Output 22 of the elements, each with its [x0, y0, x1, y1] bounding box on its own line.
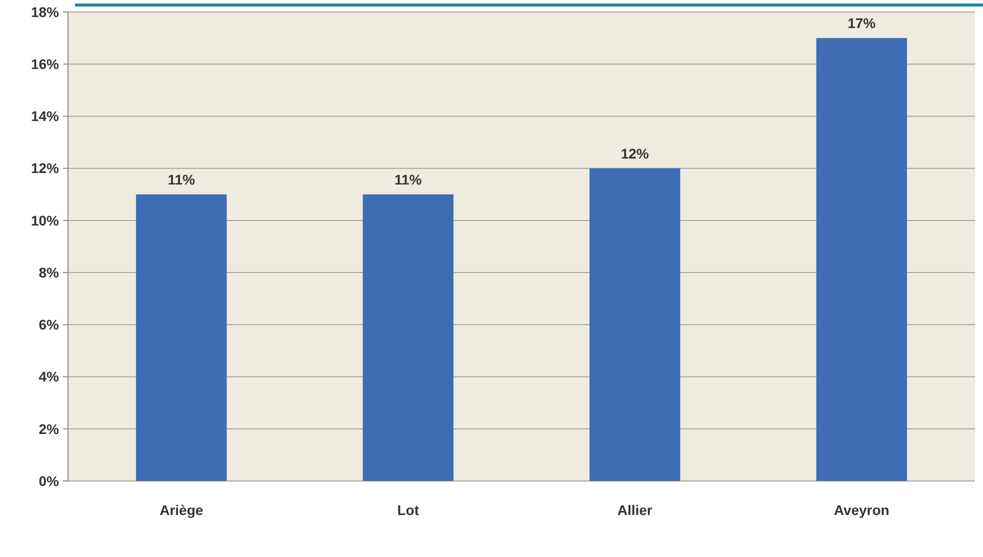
y-tick-label: 6% [38, 316, 60, 333]
y-tick-label: 12% [30, 160, 60, 176]
y-tick-label: 8% [38, 264, 60, 280]
y-tick-label: 16% [30, 56, 60, 72]
x-tick-label: Aveyron [834, 502, 890, 518]
bar [362, 194, 454, 481]
y-tick-label: 0% [38, 472, 60, 489]
x-tick-label: Allier [617, 502, 653, 518]
data-label: 11% [394, 171, 422, 188]
x-tick-label: Ariège [160, 502, 204, 518]
y-tick-label: 2% [38, 420, 60, 437]
data-label: 11% [168, 171, 196, 188]
data-label: 17% [848, 15, 876, 32]
bar [136, 194, 227, 481]
bar [590, 168, 680, 481]
y-tick-label: 14% [30, 108, 60, 124]
y-tick-label: 4% [38, 368, 60, 385]
y-tick-label: 10% [30, 212, 60, 228]
data-label: 12% [620, 145, 650, 162]
x-tick-label: Lot [397, 502, 420, 518]
y-tick-label: 18% [30, 4, 60, 20]
bar [816, 38, 907, 481]
